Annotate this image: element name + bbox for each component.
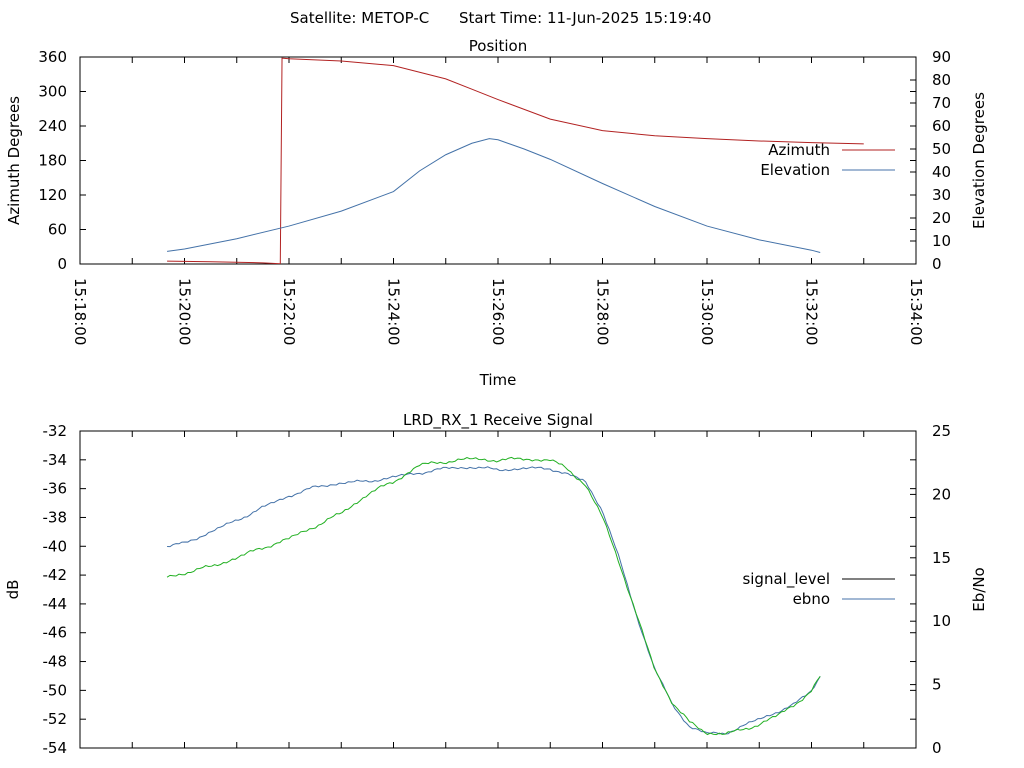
y-tick-label: -50: [43, 681, 68, 699]
y2-tick-label: 20: [932, 209, 951, 227]
y-tick-label: 300: [38, 83, 67, 101]
y2-tick-label: 30: [932, 186, 951, 204]
y2-tick-label: 40: [932, 163, 951, 181]
y2-tick-label: 15: [932, 549, 951, 567]
y-tick-label: 0: [57, 255, 67, 273]
y2-tick-label: 25: [932, 422, 951, 440]
start-time-label: Start Time: 11-Jun-2025 15:19:40: [459, 9, 711, 27]
legend-label-ebno: ebno: [793, 590, 830, 608]
y2-tick-label: 80: [932, 71, 951, 89]
y-tick-label: -42: [43, 566, 68, 584]
y2-tick-label: 0: [932, 739, 942, 757]
y2-axis-label: Elevation Degrees: [970, 92, 988, 229]
x-tick-label: 15:30:00: [698, 278, 716, 345]
y2-tick-label: 10: [932, 612, 951, 630]
legend-label-azimuth: Azimuth: [768, 141, 830, 159]
chart-title: Position: [469, 37, 527, 55]
y-tick-label: -54: [43, 739, 68, 757]
y-tick-label: 360: [38, 48, 67, 66]
x-tick-label: 15:24:00: [385, 278, 403, 345]
x-tick-label: 15:28:00: [594, 278, 612, 345]
y2-tick-label: 10: [932, 232, 951, 250]
y2-tick-label: 70: [932, 94, 951, 112]
y-axis-label: Azimuth Degrees: [5, 96, 23, 225]
y-tick-label: 60: [48, 221, 67, 239]
x-tick-label: 15:20:00: [176, 278, 194, 345]
x-tick-label: 15:34:00: [907, 278, 925, 345]
y-tick-label: -48: [43, 653, 68, 671]
satellite-label: Satellite: METOP-C: [290, 9, 429, 27]
series-elevation-line: [167, 138, 821, 253]
legend-label-elevation: Elevation: [760, 161, 830, 179]
y2-tick-label: 0: [932, 255, 942, 273]
y-tick-label: 240: [38, 117, 67, 135]
y-tick-label: -40: [43, 537, 68, 555]
legend-label-signal_level: signal_level: [742, 570, 830, 589]
position-chart: Position Azimuth Degrees Elevation Degrees…: [5, 37, 988, 389]
plot-frame: [79, 430, 917, 749]
y2-tick-label: 20: [932, 485, 951, 503]
y2-tick-label: 90: [932, 48, 951, 66]
series-ebno-line: [166, 456, 821, 736]
y2-tick-label: 5: [932, 676, 942, 694]
x-tick-label: 15:18:00: [71, 278, 89, 345]
y-axis-label: dB: [4, 580, 22, 600]
receive-signal-chart: LRD_RX_1 Receive Signal dB Eb/No -54 -52 -50 -…: [4, 411, 988, 757]
chart-title: LRD_RX_1 Receive Signal: [403, 411, 593, 430]
y-tick-label: -32: [43, 422, 68, 440]
x-axis-label: Time: [479, 371, 517, 389]
y-tick-label: -36: [43, 480, 68, 498]
y-tick-label: -44: [43, 595, 68, 613]
y-tick-label: -38: [43, 508, 68, 526]
y-tick-label: 120: [38, 186, 67, 204]
series-azimuth-line: [167, 57, 864, 264]
x-tick-label: 15:22:00: [280, 278, 298, 345]
y-tick-label: -46: [43, 624, 68, 642]
y-tick-label: -52: [43, 710, 68, 728]
series-signal_level-line: [167, 466, 821, 735]
x-tick-label: 15:32:00: [803, 278, 821, 345]
y2-tick-label: 50: [932, 140, 951, 158]
y2-tick-label: 60: [932, 117, 951, 135]
x-tick-label: 15:26:00: [489, 278, 507, 345]
y-tick-label: 180: [38, 152, 67, 170]
y2-axis-label: Eb/No: [970, 567, 988, 611]
y-tick-label: -34: [43, 451, 68, 469]
